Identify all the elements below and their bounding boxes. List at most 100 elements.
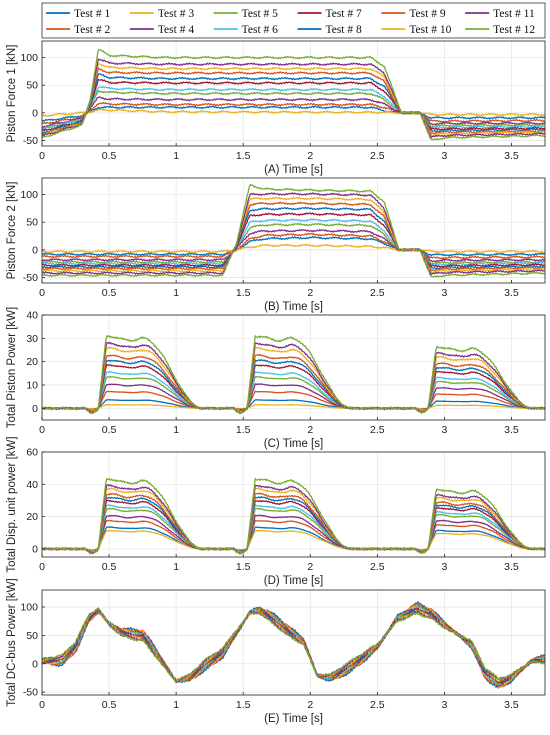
- y-axis-label: Piston Force 2 [kN]: [6, 182, 18, 280]
- x-tick-label: 0.5: [102, 699, 117, 711]
- series-line-test-8: [42, 359, 545, 413]
- x-axis-label: (E) Time [s]: [264, 713, 323, 725]
- axes-frame: [41, 177, 546, 284]
- series-line-test-9: [42, 492, 545, 554]
- y-tick-label: 20: [26, 356, 38, 368]
- series-line-test-6: [42, 86, 545, 130]
- legend-entry: Test # 11: [493, 8, 535, 20]
- x-tick-label: 3.5: [504, 561, 519, 573]
- legend-entry: Test # 7: [326, 8, 362, 20]
- panel-d: 0 0.5 1 1.5 2 2.5 3 3.5 0 20 40 60 (D) Time [s] Total…: [6, 436, 546, 587]
- y-tick-label: 60: [26, 447, 38, 459]
- series-line-test-11: [42, 484, 545, 555]
- axes-frame: [41, 314, 546, 421]
- y-tick-label: 100: [20, 189, 38, 201]
- series-line-test-7: [42, 212, 545, 268]
- x-tick-label: 0.5: [102, 424, 117, 436]
- x-tick-label: 1: [173, 561, 179, 573]
- series-line-test-12: [42, 477, 545, 555]
- series-line-test-7: [42, 499, 545, 554]
- legend-box: [41, 2, 546, 39]
- y-tick-label: 50: [26, 80, 38, 92]
- series-line-test-3: [42, 404, 545, 410]
- y-tick-label: 20: [26, 511, 38, 523]
- legend-entry: Test # 5: [242, 8, 278, 20]
- y-tick-label: -50: [23, 687, 38, 699]
- series-group: [42, 48, 545, 141]
- x-tick-label: 2.5: [370, 561, 385, 573]
- series-line-test-1: [42, 526, 545, 552]
- x-tick-label: 1: [173, 150, 179, 162]
- y-tick-label: 100: [20, 602, 38, 614]
- plot-area: [42, 590, 545, 695]
- series-line-test-5: [42, 375, 545, 412]
- y-tick-label: 0: [32, 658, 38, 670]
- y-tick-label: 50: [26, 217, 38, 229]
- x-tick-label: 3: [441, 561, 447, 573]
- series-line-test-5: [42, 89, 545, 130]
- series-line-test-11: [42, 192, 545, 276]
- series-group: [42, 183, 545, 278]
- x-axis-label: (C) Time [s]: [264, 438, 323, 450]
- series-line-test-8: [42, 73, 545, 134]
- legend-entry: Test # 4: [158, 24, 194, 36]
- x-tick-label: 1: [173, 287, 179, 299]
- series-line-test-7: [42, 78, 545, 132]
- x-tick-label: 3: [441, 699, 447, 711]
- series-line-test-11: [42, 58, 545, 139]
- legend-entry: Test # 3: [158, 8, 194, 20]
- y-axis-label: Total Piston Power [kW]: [6, 307, 18, 428]
- x-tick-label: 0.5: [102, 150, 117, 162]
- series-line-test-10: [42, 63, 545, 137]
- series-line-test-7: [42, 364, 545, 413]
- legend-entry: Test # 12: [493, 24, 535, 36]
- x-tick-label: 0: [39, 287, 45, 299]
- x-tick-label: 1.5: [236, 287, 251, 299]
- x-tick-label: 3: [441, 287, 447, 299]
- y-tick-label: 40: [26, 310, 38, 322]
- series-line-test-1: [42, 399, 545, 410]
- legend-entry: Test # 10: [409, 24, 451, 36]
- series-line-test-10: [42, 196, 545, 274]
- x-tick-label: 2: [307, 424, 313, 436]
- axes-frame: [41, 451, 546, 558]
- series-group: [42, 335, 545, 415]
- series-line-test-4: [42, 514, 545, 552]
- panel-c: 0 0.5 1 1.5 2 2.5 3 3.5 0 10 20 30 40 (C) Time [s] Tot…: [6, 307, 546, 450]
- series-line-test-2: [42, 519, 545, 552]
- x-tick-label: 3.5: [504, 287, 519, 299]
- legend-entry: Test # 1: [74, 8, 110, 20]
- x-tick-label: 2.5: [370, 424, 385, 436]
- y-tick-label: 100: [20, 52, 38, 64]
- x-tick-label: 2: [307, 150, 313, 162]
- x-tick-label: 3.5: [504, 424, 519, 436]
- y-tick-label: 0: [32, 107, 38, 119]
- y-tick-label: -50: [23, 135, 38, 147]
- x-tick-label: 0.5: [102, 287, 117, 299]
- legend-entry: Test # 2: [74, 24, 110, 36]
- x-tick-label: 0: [39, 424, 45, 436]
- series-line-test-12: [42, 48, 545, 141]
- x-tick-label: 0: [39, 561, 45, 573]
- series-line-test-11: [42, 341, 545, 415]
- series-line-test-8: [42, 206, 545, 270]
- x-tick-label: 3.5: [504, 150, 519, 162]
- series-line-test-4: [42, 96, 545, 129]
- series-line-test-3: [42, 108, 545, 117]
- x-tick-label: 1.5: [236, 699, 251, 711]
- series-line-test-6: [42, 370, 545, 412]
- x-tick-label: 2.5: [370, 287, 385, 299]
- series-line-test-4: [42, 383, 545, 411]
- x-tick-label: 0.5: [102, 561, 117, 573]
- x-tick-label: 2: [307, 561, 313, 573]
- x-tick-label: 1: [173, 424, 179, 436]
- x-tick-label: 3: [441, 150, 447, 162]
- series-line-test-6: [42, 504, 545, 553]
- x-tick-label: 2.5: [370, 699, 385, 711]
- y-axis-label: Total Disp. unit power [kW]: [6, 436, 18, 572]
- x-tick-label: 2: [307, 699, 313, 711]
- x-tick-label: 1: [173, 699, 179, 711]
